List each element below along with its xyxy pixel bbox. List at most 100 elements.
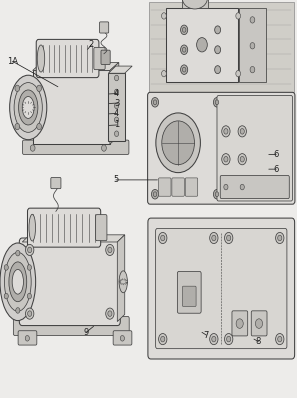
Bar — [33, 70, 110, 144]
Circle shape — [214, 189, 221, 199]
Text: 5: 5 — [113, 176, 119, 184]
Circle shape — [250, 17, 255, 23]
Circle shape — [278, 336, 282, 342]
Ellipse shape — [12, 269, 23, 294]
Circle shape — [115, 131, 119, 137]
Circle shape — [15, 85, 20, 92]
FancyBboxPatch shape — [182, 286, 196, 306]
Circle shape — [156, 113, 200, 173]
Text: 4: 4 — [114, 109, 119, 118]
Circle shape — [162, 121, 195, 165]
Ellipse shape — [0, 243, 36, 321]
Circle shape — [27, 265, 31, 270]
Ellipse shape — [22, 96, 34, 118]
FancyBboxPatch shape — [251, 311, 267, 336]
Circle shape — [162, 70, 166, 77]
Ellipse shape — [119, 271, 127, 293]
FancyBboxPatch shape — [148, 92, 295, 204]
Circle shape — [227, 336, 231, 342]
Circle shape — [182, 47, 186, 52]
Circle shape — [215, 46, 221, 54]
Bar — [108, 73, 125, 141]
FancyBboxPatch shape — [18, 331, 37, 345]
Ellipse shape — [29, 214, 36, 241]
FancyBboxPatch shape — [19, 238, 120, 326]
FancyBboxPatch shape — [101, 50, 110, 64]
FancyBboxPatch shape — [177, 271, 201, 313]
FancyBboxPatch shape — [148, 218, 295, 359]
Circle shape — [4, 265, 8, 270]
Circle shape — [162, 13, 166, 19]
Circle shape — [159, 232, 167, 244]
Circle shape — [181, 25, 188, 35]
Circle shape — [161, 336, 165, 342]
Ellipse shape — [4, 252, 31, 311]
Circle shape — [215, 66, 221, 74]
Circle shape — [151, 98, 159, 107]
Ellipse shape — [37, 45, 45, 72]
Circle shape — [115, 75, 119, 81]
Bar — [148, 2, 294, 92]
Circle shape — [197, 37, 207, 52]
Polygon shape — [22, 235, 125, 242]
Circle shape — [278, 235, 282, 241]
Circle shape — [238, 126, 247, 137]
Circle shape — [4, 293, 8, 299]
Circle shape — [250, 43, 255, 49]
Circle shape — [16, 308, 20, 313]
FancyBboxPatch shape — [185, 178, 198, 196]
Circle shape — [236, 13, 241, 19]
Circle shape — [182, 27, 186, 32]
Text: 2: 2 — [89, 40, 94, 49]
Circle shape — [215, 100, 219, 105]
Circle shape — [181, 45, 188, 55]
Circle shape — [182, 67, 186, 72]
Circle shape — [238, 154, 247, 165]
Circle shape — [225, 334, 233, 345]
Circle shape — [276, 232, 284, 244]
Bar — [239, 8, 266, 82]
Ellipse shape — [182, 0, 207, 9]
Circle shape — [28, 311, 32, 316]
Circle shape — [224, 129, 228, 134]
Circle shape — [108, 311, 112, 316]
Bar — [166, 8, 238, 82]
Text: 1A: 1A — [7, 57, 18, 66]
Circle shape — [236, 319, 243, 328]
Circle shape — [151, 189, 159, 199]
Circle shape — [115, 89, 119, 95]
Circle shape — [224, 156, 228, 162]
Text: 3: 3 — [114, 99, 119, 107]
Circle shape — [159, 334, 167, 345]
Circle shape — [16, 250, 20, 256]
Circle shape — [210, 334, 218, 345]
Circle shape — [240, 184, 244, 190]
Circle shape — [120, 336, 124, 341]
FancyBboxPatch shape — [13, 316, 129, 336]
Circle shape — [106, 308, 114, 319]
Circle shape — [225, 232, 233, 244]
Circle shape — [212, 336, 216, 342]
Circle shape — [181, 65, 188, 74]
Text: 1: 1 — [114, 121, 119, 129]
Circle shape — [215, 192, 219, 197]
Circle shape — [276, 334, 284, 345]
FancyBboxPatch shape — [96, 215, 107, 241]
Circle shape — [215, 26, 221, 34]
Circle shape — [161, 235, 165, 241]
Circle shape — [238, 181, 247, 193]
Circle shape — [28, 247, 32, 253]
FancyBboxPatch shape — [36, 39, 99, 78]
Circle shape — [214, 98, 221, 107]
Polygon shape — [117, 235, 125, 322]
Text: 6: 6 — [274, 165, 279, 174]
Circle shape — [240, 129, 244, 134]
Circle shape — [115, 103, 119, 109]
Ellipse shape — [10, 75, 47, 140]
Polygon shape — [110, 62, 119, 144]
Circle shape — [37, 123, 42, 130]
FancyBboxPatch shape — [51, 178, 61, 189]
Circle shape — [224, 184, 228, 190]
FancyBboxPatch shape — [159, 178, 171, 196]
Circle shape — [102, 145, 106, 151]
